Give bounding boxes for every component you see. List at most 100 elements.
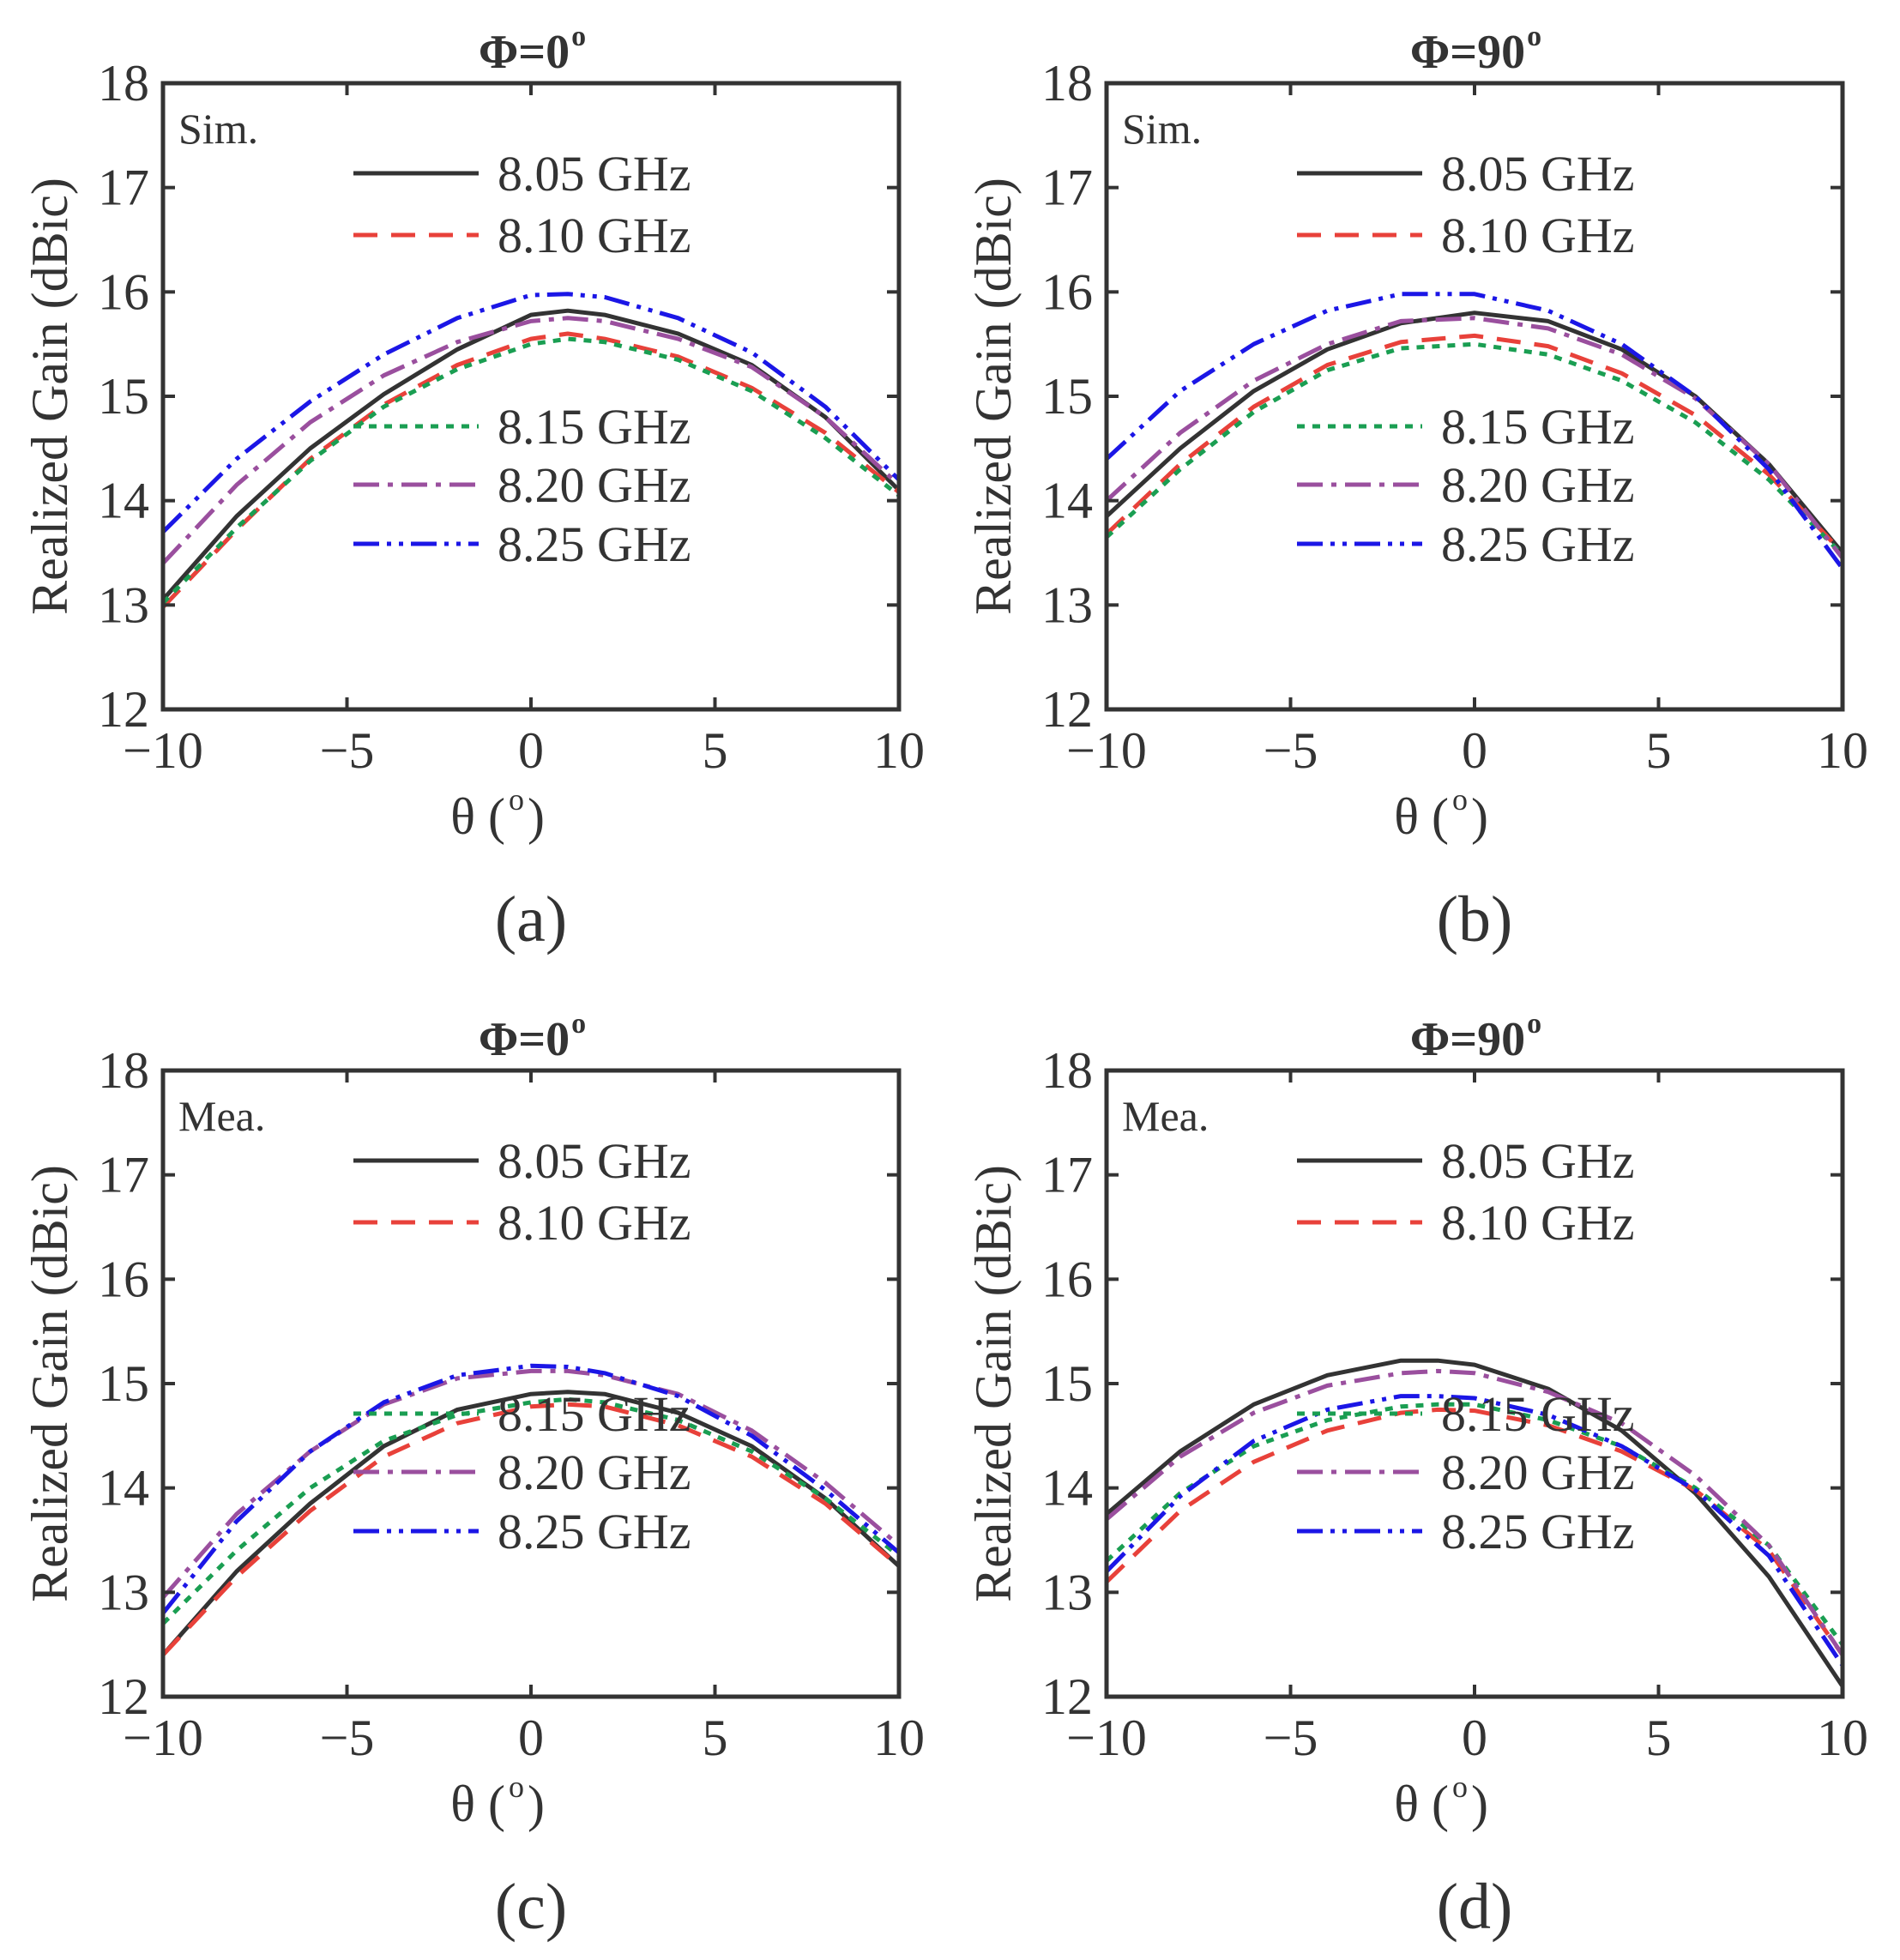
y-tick-label: 17	[98, 1147, 149, 1203]
y-tick-label: 13	[1041, 576, 1093, 633]
legend-entry-805: 8.05 GHz	[1297, 1133, 1635, 1189]
series-line-820	[1107, 1368, 1843, 1656]
y-tick-label: 16	[98, 263, 149, 320]
series-line-825	[163, 1363, 899, 1615]
y-tick-label: 16	[1041, 1251, 1093, 1307]
series-line-825	[1107, 292, 1843, 570]
chart-title-degree: o	[571, 1008, 586, 1040]
y-tick-label: 17	[98, 160, 149, 216]
y-tick-label: 13	[98, 1564, 149, 1620]
y-tick-label: 18	[98, 55, 149, 112]
x-tick-label: 5	[703, 722, 728, 779]
x-tick-label: −10	[123, 722, 203, 779]
legend-label: 8.20 GHz	[1441, 1444, 1635, 1500]
y-tick-label: 12	[98, 1668, 149, 1725]
series-line-815	[163, 1396, 899, 1625]
x-axis-label-degree: o	[509, 1770, 524, 1804]
legend-entry-805: 8.05 GHz	[353, 1133, 691, 1189]
x-axis-label: θ (o)	[1394, 782, 1488, 845]
legend-label: 8.15 GHz	[498, 1386, 691, 1442]
x-axis-label-main: θ (	[1394, 1776, 1449, 1832]
x-axis-label-main: θ (	[450, 788, 505, 845]
y-tick-label: 14	[98, 1460, 149, 1517]
panel-caption: (c)	[495, 1871, 567, 1943]
x-tick-label: 0	[1462, 1710, 1487, 1766]
panel-caption: (a)	[495, 884, 567, 956]
legend-label: 8.25 GHz	[1441, 516, 1635, 572]
chart-title-main: Φ=0	[479, 26, 570, 79]
x-axis-label-degree: o	[509, 782, 524, 817]
chart-title-main: Φ=90	[1410, 1013, 1525, 1066]
y-tick-label: 17	[1041, 1147, 1093, 1203]
x-axis-label: θ (o)	[1394, 1770, 1488, 1832]
series-line-825	[1107, 1394, 1843, 1667]
legend-label: 8.15 GHz	[498, 399, 691, 455]
x-tick-label: 10	[873, 722, 925, 779]
x-axis-label-close: )	[1471, 1776, 1488, 1832]
chart-title-main: Φ=0	[479, 1013, 570, 1066]
x-tick-label: 10	[873, 1710, 925, 1766]
y-tick-label: 12	[1041, 681, 1093, 738]
legend-label: 8.20 GHz	[498, 1444, 691, 1500]
panel-caption: (b)	[1437, 884, 1513, 956]
x-axis-label-main: θ (	[1394, 788, 1449, 845]
y-tick-label: 15	[98, 1355, 149, 1412]
legend-entry-820: 8.20 GHz	[1297, 1444, 1635, 1500]
legend-entry-825: 8.25 GHz	[1297, 1504, 1635, 1559]
x-tick-label: −5	[1264, 722, 1318, 779]
y-tick-label: 17	[1041, 160, 1093, 216]
y-tick-label: 14	[1041, 1460, 1093, 1517]
x-axis-label: θ (o)	[450, 1770, 545, 1832]
x-tick-label: 5	[1646, 1710, 1672, 1766]
x-axis-label-degree: o	[1452, 1770, 1468, 1804]
panel-tag: Sim.	[178, 105, 258, 153]
y-tick-label: 16	[98, 1251, 149, 1307]
legend-label: 8.10 GHz	[498, 1195, 691, 1251]
x-tick-label: 0	[1462, 722, 1487, 779]
legend-entry-810: 8.10 GHz	[353, 208, 691, 263]
legend-entry-810: 8.10 GHz	[1297, 208, 1635, 263]
legend-entry-810: 8.10 GHz	[353, 1195, 691, 1251]
y-tick-label: 15	[1041, 368, 1093, 425]
legend-entry-820: 8.20 GHz	[353, 457, 691, 513]
x-axis-label-close: )	[528, 1776, 545, 1832]
legend-label: 8.05 GHz	[498, 1133, 691, 1189]
legend-entry-820: 8.20 GHz	[353, 1444, 691, 1500]
x-tick-label: −5	[320, 1710, 375, 1766]
x-tick-label: −5	[320, 722, 375, 779]
y-tick-label: 18	[1041, 55, 1093, 112]
x-tick-label: 10	[1817, 722, 1868, 779]
legend-label: 8.20 GHz	[498, 457, 691, 513]
y-tick-label: 14	[1041, 473, 1093, 529]
y-tick-label: 14	[98, 473, 149, 529]
chart-title: Φ=0 o	[479, 21, 586, 79]
series-line-820	[163, 1368, 899, 1600]
series-line-820	[163, 316, 899, 565]
legend-label: 8.20 GHz	[1441, 457, 1635, 513]
panel-tag: Mea.	[1122, 1092, 1209, 1140]
legend-entry-815: 8.15 GHz	[353, 399, 691, 455]
legend-label: 8.25 GHz	[1441, 1504, 1635, 1559]
series-line-815	[1107, 1402, 1843, 1646]
y-axis-label: Realized Gain (dBic)	[965, 178, 1022, 615]
legend-label: 8.25 GHz	[498, 1504, 691, 1559]
x-tick-label: −10	[123, 1710, 203, 1766]
y-tick-label: 12	[1041, 1668, 1093, 1725]
x-axis-label-close: )	[528, 788, 545, 845]
x-axis-label-degree: o	[1452, 782, 1468, 817]
series-line-815	[1107, 341, 1843, 557]
legend-label: 8.05 GHz	[1441, 146, 1635, 202]
x-axis-label-close: )	[1471, 788, 1488, 845]
x-tick-label: 0	[518, 722, 544, 779]
x-tick-label: 5	[1646, 722, 1672, 779]
chart-title-main: Φ=90	[1410, 26, 1525, 79]
legend-label: 8.05 GHz	[498, 146, 691, 202]
x-tick-label: −5	[1264, 1710, 1318, 1766]
chart-title-degree: o	[1527, 21, 1541, 52]
panel-caption: (d)	[1437, 1871, 1513, 1943]
legend-entry-815: 8.15 GHz	[1297, 399, 1635, 455]
chart-title: Φ=0 o	[479, 1008, 586, 1066]
series-line-815	[163, 336, 899, 605]
